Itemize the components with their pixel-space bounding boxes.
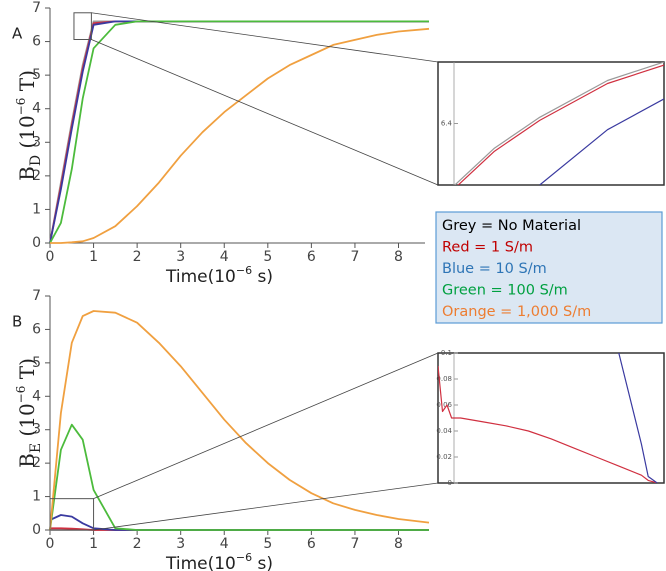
x-tick-label: 6 bbox=[307, 536, 316, 552]
series-line bbox=[49, 423, 429, 531]
zoom-connector bbox=[91, 12, 439, 63]
y-tick-label: 3 bbox=[32, 134, 41, 150]
y-axis-label-part: (10 bbox=[15, 115, 39, 155]
y-tick-label: 1 bbox=[32, 201, 41, 217]
y-axis-label: BD (10−6 T) bbox=[14, 70, 45, 181]
x-tick-label: 0 bbox=[46, 249, 55, 265]
panel-label: B bbox=[12, 313, 22, 331]
x-tick-label: 3 bbox=[176, 249, 185, 265]
zoom-box bbox=[73, 12, 92, 40]
x-tick-label: 4 bbox=[220, 536, 229, 552]
x-tick-label: 1 bbox=[89, 249, 98, 265]
series-group bbox=[49, 310, 430, 531]
inset-frame bbox=[437, 352, 665, 484]
panel-label: A bbox=[12, 25, 23, 43]
series-line bbox=[454, 62, 664, 185]
y-tick-label: 2 bbox=[32, 168, 41, 184]
x-tick-label: 8 bbox=[394, 536, 403, 552]
x-tick-label: 7 bbox=[350, 536, 359, 552]
x-tick-label: 3 bbox=[176, 536, 185, 552]
zoom-connector bbox=[91, 39, 439, 186]
series-line bbox=[457, 64, 664, 185]
y-axis-label-part: B bbox=[15, 453, 39, 468]
series-line bbox=[438, 365, 658, 483]
y-axis-label-part: −6 bbox=[14, 386, 28, 404]
y-axis-label-part: T) bbox=[15, 358, 39, 386]
y-tick-label: 2 bbox=[32, 455, 41, 471]
series-line bbox=[539, 98, 664, 185]
x-tick-label: 1 bbox=[89, 536, 98, 552]
inset-frame bbox=[437, 61, 665, 186]
legend-entry: Grey = No Material bbox=[442, 218, 581, 234]
x-tick-label: 2 bbox=[133, 536, 142, 552]
y-axis-label-part: T) bbox=[15, 70, 39, 98]
y-tick-label: 3 bbox=[32, 422, 41, 438]
x-tick-label: 6 bbox=[307, 249, 316, 265]
series-line bbox=[49, 310, 430, 531]
y-tick-label: 6 bbox=[32, 34, 41, 50]
x-tick-label: 7 bbox=[350, 249, 359, 265]
x-axis-label: Time(10−6 s) bbox=[165, 551, 273, 571]
series-line bbox=[49, 20, 429, 244]
x-axis-label-part: Time(10 bbox=[165, 267, 236, 287]
series-line bbox=[49, 20, 429, 244]
zoom-connector bbox=[93, 482, 439, 531]
y-tick-label: 0 bbox=[32, 522, 41, 538]
zoom-connector bbox=[93, 352, 439, 500]
y-tick-label: 5 bbox=[32, 67, 41, 83]
y-axis-label-part: B bbox=[15, 166, 39, 181]
x-tick-label: 8 bbox=[394, 249, 403, 265]
x-tick-label: 5 bbox=[263, 536, 272, 552]
y-tick-label: 6 bbox=[32, 321, 41, 337]
y-tick-label: 6.4 bbox=[441, 120, 453, 128]
y-axis-label-part: −6 bbox=[14, 98, 28, 116]
y-tick-label: 7 bbox=[32, 288, 41, 304]
x-axis-label-part: s) bbox=[252, 554, 273, 571]
y-axis-label-part: E bbox=[28, 443, 44, 453]
x-tick-label: 0 bbox=[46, 536, 55, 552]
series-line bbox=[49, 20, 429, 244]
series-line bbox=[618, 353, 658, 483]
x-tick-label: 4 bbox=[220, 249, 229, 265]
y-tick-label: 0.1 bbox=[441, 349, 452, 357]
y-axis-label: BE (10−6 T) bbox=[14, 358, 45, 468]
series-group bbox=[438, 353, 658, 483]
x-tick-label: 5 bbox=[263, 249, 272, 265]
series-line bbox=[49, 514, 429, 531]
series-line bbox=[50, 27, 430, 244]
series-line bbox=[49, 20, 429, 244]
y-tick-label: 0.04 bbox=[436, 427, 452, 435]
y-tick-label: 4 bbox=[32, 388, 41, 404]
x-axis-label-part: Time(10 bbox=[165, 554, 236, 571]
legend-entry: Red = 1 S/m bbox=[442, 240, 533, 256]
legend-entry: Green = 100 S/m bbox=[442, 283, 568, 299]
legend-entry: Blue = 10 S/m bbox=[442, 261, 547, 277]
series-group bbox=[49, 20, 430, 244]
y-tick-label: 0.06 bbox=[436, 401, 452, 409]
y-tick-label: 1 bbox=[32, 489, 41, 505]
y-axis-label-part: D bbox=[28, 155, 44, 166]
series-group bbox=[454, 62, 664, 185]
legend-box bbox=[435, 211, 663, 324]
y-tick-label: 7 bbox=[32, 0, 41, 16]
legend-entry: Orange = 1,000 S/m bbox=[442, 304, 591, 320]
y-tick-label: 0 bbox=[448, 479, 452, 487]
x-axis-label-part: s) bbox=[252, 267, 273, 287]
y-tick-label: 0.02 bbox=[436, 453, 452, 461]
y-tick-label: 4 bbox=[32, 101, 41, 117]
y-tick-label: 0.08 bbox=[436, 375, 452, 383]
zoom-box bbox=[49, 498, 95, 531]
x-tick-label: 2 bbox=[133, 249, 142, 265]
y-axis-label-part: (10 bbox=[15, 403, 39, 443]
y-tick-label: 0 bbox=[32, 235, 41, 251]
x-axis-label: Time(10−6 s) bbox=[165, 264, 273, 288]
x-axis-label-part: −6 bbox=[236, 264, 252, 277]
y-tick-label: 5 bbox=[32, 355, 41, 371]
x-axis-label-part: −6 bbox=[236, 551, 252, 564]
